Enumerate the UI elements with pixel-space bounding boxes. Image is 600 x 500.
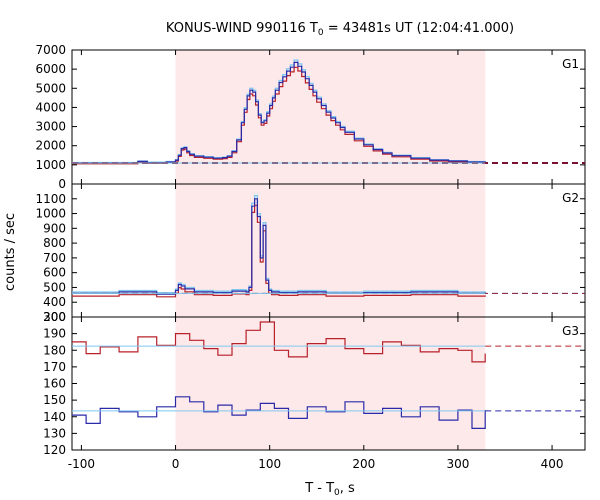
y-tick-label: 140	[43, 410, 66, 424]
series-line-blue	[72, 396, 486, 429]
x-tick-label: 200	[352, 457, 375, 471]
y-tick-label: 6000	[35, 62, 66, 76]
series-line-blue	[72, 198, 486, 295]
y-tick-label: 400	[43, 295, 66, 309]
y-tick-label: 2000	[35, 139, 66, 153]
x-axis-label: T - T0, s	[304, 481, 355, 498]
x-tick-label: 0	[172, 457, 180, 471]
y-tick-label: 1000	[35, 207, 66, 221]
x-tick-label: -100	[68, 457, 95, 471]
y-tick-label: 500	[43, 280, 66, 294]
x-tick-label: 300	[446, 457, 469, 471]
panel-label: G3	[562, 324, 579, 338]
y-tick-label: 130	[43, 426, 66, 440]
series-line-blue	[72, 61, 486, 164]
x-tick-label: 400	[541, 457, 564, 471]
panel-label: G2	[562, 191, 579, 205]
y-tick-label: 180	[43, 343, 66, 357]
panel-label: G1	[562, 57, 579, 71]
y-tick-label: 160	[43, 377, 66, 391]
series-line-light-blue	[72, 194, 486, 294]
y-tick-label: 3000	[35, 120, 66, 134]
axis-layer: 01000200030004000500060007000G1300400500…	[35, 43, 585, 471]
y-axis-label: counts / sec	[3, 213, 18, 291]
x-tick-label: 100	[258, 457, 281, 471]
shaded-interval	[175, 50, 486, 450]
y-tick-label: 600	[43, 266, 66, 280]
chart-title: KONUS-WIND 990116 T0 = 43481s UT (12:04:…	[166, 21, 514, 38]
y-tick-label: 1100	[35, 192, 66, 206]
y-tick-label: 300	[43, 310, 66, 324]
y-tick-label: 120	[43, 443, 66, 457]
y-tick-label: 190	[43, 327, 66, 341]
y-tick-label: 7000	[35, 43, 66, 57]
y-tick-label: 900	[43, 221, 66, 235]
y-tick-label: 5000	[35, 81, 66, 95]
y-tick-label: 0	[58, 177, 66, 191]
y-tick-label: 150	[43, 393, 66, 407]
y-tick-label: 200	[43, 310, 66, 324]
y-tick-label: 4000	[35, 100, 66, 114]
series-line-red	[72, 321, 486, 363]
y-tick-label: 800	[43, 236, 66, 250]
y-tick-label: 700	[43, 251, 66, 265]
y-tick-label: 1000	[35, 158, 66, 172]
y-tick-label: 170	[43, 360, 66, 374]
data-layer	[72, 59, 585, 429]
shaded-interval-layer	[175, 50, 486, 450]
